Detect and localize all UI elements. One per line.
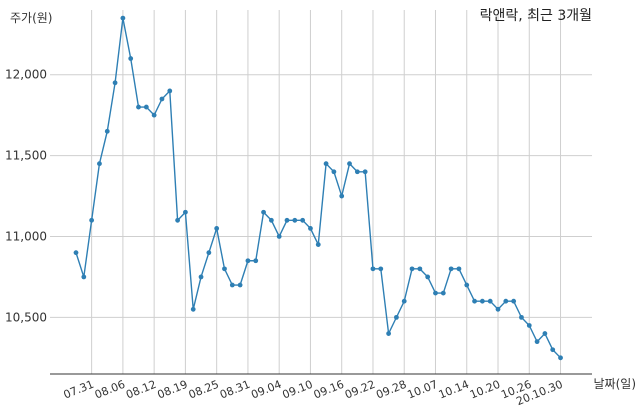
- data-point: [183, 209, 188, 215]
- data-point: [433, 290, 438, 296]
- y-axis-label: 주가(원): [10, 11, 52, 25]
- data-point: [386, 331, 391, 336]
- data-point: [97, 161, 102, 167]
- data-point: [308, 226, 313, 231]
- data-point: [300, 217, 306, 223]
- data-point: [253, 258, 259, 264]
- x-tick-label: 08.25: [187, 378, 221, 402]
- data-point: [511, 298, 517, 304]
- data-point: [73, 250, 79, 256]
- data-point: [120, 15, 126, 21]
- data-point: [190, 306, 196, 312]
- series-points-layer: [73, 15, 563, 361]
- x-tick-label: 09.04: [249, 378, 283, 402]
- data-point: [198, 274, 204, 280]
- data-point: [472, 298, 477, 304]
- y-tick-label: 11,000: [5, 229, 47, 243]
- data-point: [425, 274, 431, 280]
- grid: [50, 10, 592, 374]
- x-tick-label: 09.22: [343, 378, 377, 402]
- data-point: [268, 217, 274, 223]
- data-point: [175, 217, 180, 223]
- data-point: [136, 104, 141, 110]
- data-point: [331, 169, 337, 175]
- x-tick-label: 09.16: [312, 378, 346, 402]
- data-point: [394, 314, 399, 320]
- data-point: [347, 161, 352, 167]
- data-point: [151, 112, 157, 118]
- data-point: [276, 234, 282, 239]
- data-point: [104, 128, 110, 134]
- data-point: [245, 258, 251, 264]
- data-point: [339, 193, 345, 199]
- data-point: [315, 242, 321, 247]
- data-point: [237, 282, 243, 288]
- data-point: [143, 104, 149, 110]
- data-point: [440, 290, 446, 296]
- data-point: [378, 266, 384, 272]
- data-point: [550, 347, 556, 353]
- y-tick-label: 10,500: [5, 310, 47, 324]
- data-point: [81, 274, 87, 280]
- data-point: [519, 314, 524, 320]
- data-point: [261, 209, 266, 215]
- data-point: [542, 331, 548, 336]
- data-point: [401, 298, 407, 304]
- y-tick-label: 12,000: [5, 68, 47, 82]
- chart-title: 락앤락, 최근 3개월: [480, 8, 592, 24]
- x-tick-label: 07.31: [62, 378, 96, 402]
- data-point: [128, 56, 134, 61]
- data-point: [479, 298, 485, 304]
- data-point: [526, 323, 532, 328]
- data-point: [464, 282, 470, 288]
- x-tick-label: 08.12: [124, 378, 158, 402]
- data-point: [89, 217, 95, 223]
- price-series-line: [75, 17, 562, 359]
- x-tick-label: 08.31: [218, 378, 252, 402]
- data-point: [354, 169, 360, 175]
- x-tick-label: 09.10: [280, 378, 314, 402]
- x-tick-label: 10.20: [468, 378, 502, 402]
- x-tick-labels: 07.3108.0608.1208.1908.2508.3109.0409.10…: [62, 378, 565, 408]
- x-tick-label: 08.06: [93, 378, 127, 402]
- x-axis-label: 날짜(일): [594, 377, 636, 391]
- data-point: [159, 96, 165, 102]
- x-tick-label: 08.19: [155, 378, 189, 402]
- data-point: [292, 217, 298, 223]
- data-point: [503, 298, 509, 304]
- data-point: [229, 282, 235, 288]
- x-tick-label: 10.14: [437, 378, 471, 402]
- data-point: [222, 266, 227, 272]
- data-point: [284, 217, 290, 223]
- y-tick-label: 11,500: [5, 149, 47, 163]
- data-point: [417, 266, 423, 272]
- x-tick-label: 09.28: [374, 378, 408, 402]
- data-point: [448, 266, 454, 272]
- data-point: [534, 339, 540, 345]
- data-point: [362, 169, 368, 175]
- data-point: [167, 88, 173, 94]
- data-point: [323, 161, 329, 167]
- x-tick-label: 10.07: [406, 378, 440, 402]
- data-point: [456, 266, 462, 272]
- data-point: [214, 226, 220, 231]
- y-tick-labels: 10,500 11,000 11,500 12,000: [5, 68, 47, 325]
- data-point: [112, 80, 118, 86]
- data-point: [495, 306, 501, 312]
- data-point: [409, 266, 415, 272]
- data-point: [487, 298, 493, 304]
- data-point: [370, 266, 376, 272]
- data-point: [558, 355, 563, 361]
- series-line-layer: [75, 17, 562, 359]
- data-point: [206, 250, 212, 256]
